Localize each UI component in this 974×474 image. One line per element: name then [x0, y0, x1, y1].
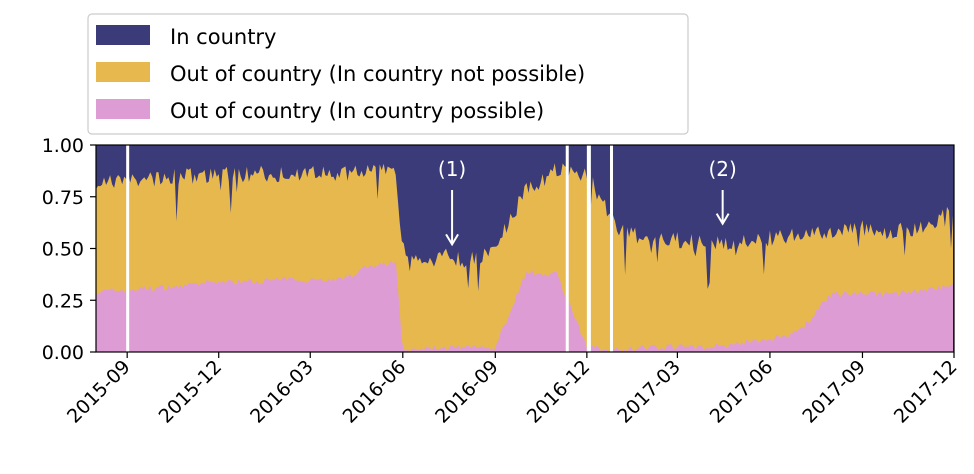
legend-label: Out of country (In country not possible) [170, 62, 585, 86]
annotation-arrowhead [445, 233, 459, 247]
area-layer [96, 145, 954, 352]
x-tick-label: 2016-09 [431, 356, 503, 428]
legend-box [87, 13, 689, 135]
data-gap [565, 145, 569, 352]
x-tick-label: 2017-09 [798, 356, 870, 428]
x-tick-label: 2017-12 [890, 356, 962, 428]
annotation-label: (1) [438, 157, 466, 181]
legend: In country Out of country (In country not… [87, 13, 689, 135]
legend-swatch [96, 62, 150, 82]
y-tick-label: 0.75 [42, 187, 84, 209]
x-tick-label: 2015-09 [63, 356, 135, 428]
annotation-layer: (1) (2) [438, 157, 737, 247]
legend-swatch [96, 99, 150, 119]
data-gap [609, 145, 614, 352]
x-tick-label: 2017-06 [706, 356, 778, 428]
annotation-label: (2) [708, 157, 736, 181]
annotation-arrowhead [715, 213, 730, 226]
legend-label: Out of country (In country possible) [170, 99, 544, 123]
x-tick-label: 2017-03 [613, 356, 685, 428]
y-tick-label: 0.25 [42, 290, 84, 312]
y-tick-label: 1.00 [42, 135, 84, 157]
legend-swatch [96, 25, 150, 45]
x-tick-label: 2016-12 [523, 356, 595, 428]
x-tick-label: 2016-06 [339, 356, 411, 428]
data-gap [586, 145, 591, 352]
x-tick-label: 2015-12 [155, 356, 227, 428]
area-out-possible [96, 260, 953, 352]
legend-label: In country [170, 25, 277, 49]
gap-layer [126, 145, 614, 352]
y-tick-label: 0.50 [42, 239, 84, 261]
x-tick-label: 2016-03 [246, 356, 318, 428]
data-gap [126, 145, 130, 352]
y-tick-label: 0.00 [42, 342, 84, 364]
